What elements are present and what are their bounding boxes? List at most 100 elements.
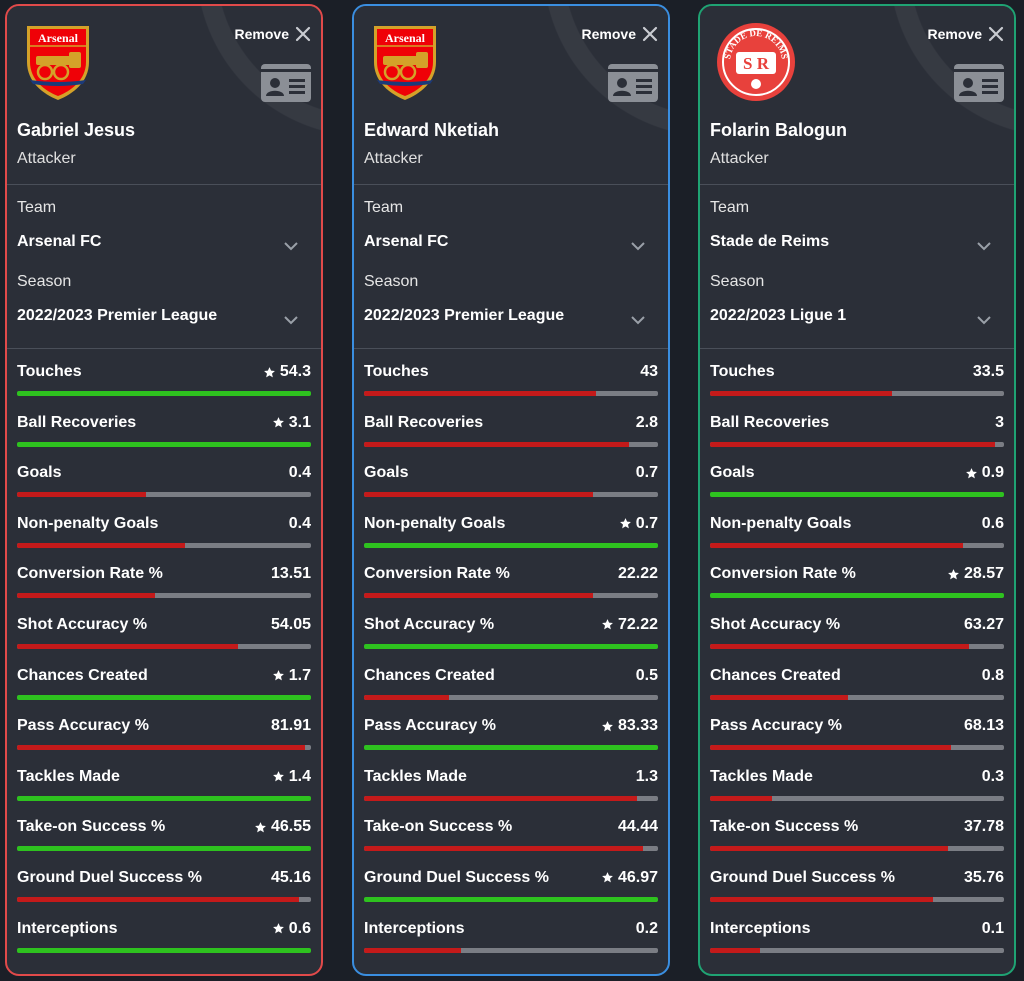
stat-value: 1.3 <box>636 768 658 786</box>
team-select[interactable]: Arsenal FC <box>17 233 102 250</box>
remove-button[interactable]: Remove <box>928 26 1004 42</box>
stat-bar-fill <box>364 846 644 852</box>
star-icon <box>272 922 285 935</box>
chevron-down-icon[interactable] <box>283 312 299 325</box>
chevron-down-icon[interactable] <box>283 238 299 251</box>
stat-name: Shot Accuracy % <box>710 615 841 633</box>
stat-bar-fill <box>710 795 772 801</box>
stat-bar <box>710 492 1004 498</box>
stat-bar-fill <box>710 441 996 447</box>
stat-name: Non-penalty Goals <box>710 514 852 532</box>
chevron-down-icon[interactable] <box>976 312 992 325</box>
remove-button[interactable]: Remove <box>582 26 658 42</box>
stat-name: Take-on Success % <box>17 818 166 836</box>
chevron-down-icon[interactable] <box>630 312 646 325</box>
stats-list: Touches 33.5 Ball Recoveries 3 <box>700 349 1014 962</box>
stat-value-text: 28.57 <box>963 565 1004 583</box>
stat-bar <box>364 593 658 599</box>
stat-name: Ball Recoveries <box>364 413 484 431</box>
stat-bar-fill <box>364 896 658 902</box>
stat-bar-fill <box>17 492 147 498</box>
selection-panel: Team Arsenal FC Season 2022/2023 Premier… <box>354 185 668 349</box>
stat-row: Ground Duel Success % 35.76 <box>700 861 1014 912</box>
team-select[interactable]: Stade de Reims <box>710 233 830 250</box>
stat-value: 35.76 <box>964 869 1004 887</box>
stats-list: Touches 43 Ball Recoveries 2.8 <box>354 349 668 962</box>
id-card-icon[interactable] <box>608 64 658 102</box>
star-icon <box>272 416 285 429</box>
stat-value-text: 0.4 <box>288 514 311 532</box>
season-label: Season <box>17 273 72 290</box>
stat-value-text: 0.8 <box>981 666 1004 684</box>
stat-bar <box>364 643 658 649</box>
stat-row: Chances Created 0.5 <box>354 659 668 710</box>
stat-name: Interceptions <box>17 919 118 937</box>
stat-value: 54.05 <box>271 616 311 634</box>
season-label: Season <box>710 273 765 290</box>
player-role: Attacker <box>17 150 76 167</box>
stat-value: 54.3 <box>263 363 311 381</box>
stat-value: 0.6 <box>272 920 311 938</box>
stat-value: 3 <box>995 414 1004 432</box>
remove-label: Remove <box>581 26 636 42</box>
stat-value: 0.7 <box>636 464 658 482</box>
stat-bar <box>364 846 658 852</box>
stat-bar <box>710 745 1004 751</box>
stat-name: Ground Duel Success % <box>17 868 202 886</box>
stat-bar-fill <box>17 643 238 649</box>
star-icon <box>272 770 285 783</box>
stat-row: Non-penalty Goals 0.6 <box>700 507 1014 558</box>
player-role: Attacker <box>364 150 423 167</box>
stat-row: Ground Duel Success % 46.97 <box>354 861 668 912</box>
stat-bar <box>710 593 1004 599</box>
selection-panel: Team Arsenal FC Season 2022/2023 Premier… <box>7 185 321 349</box>
remove-button[interactable]: Remove <box>235 26 311 42</box>
stat-name: Chances Created <box>364 666 495 684</box>
stat-value-text: 0.2 <box>635 919 658 937</box>
stat-row: Ball Recoveries 2.8 <box>354 406 668 457</box>
stat-bar <box>710 694 1004 700</box>
season-label: Season <box>364 273 419 290</box>
stat-bar-fill <box>17 947 311 953</box>
stat-value-text: 45.16 <box>270 868 311 886</box>
stat-bar <box>364 795 658 801</box>
team-select[interactable]: Arsenal FC <box>364 233 449 250</box>
stat-bar-fill <box>710 593 1004 599</box>
stat-name: Conversion Rate % <box>364 565 510 583</box>
stat-value-text: 0.3 <box>981 767 1004 785</box>
stat-value-text: 83.33 <box>617 717 658 735</box>
id-card-icon[interactable] <box>261 64 311 102</box>
stat-value: 46.55 <box>254 818 311 836</box>
season-select[interactable]: 2022/2023 Premier League <box>364 307 565 324</box>
season-select[interactable]: 2022/2023 Ligue 1 <box>710 307 847 324</box>
stat-row: Tackles Made 0.3 <box>700 760 1014 811</box>
stat-name: Goals <box>17 464 62 482</box>
stat-bar-fill <box>710 896 934 902</box>
stat-row: Take-on Success % 46.55 <box>7 810 321 861</box>
stat-name: Take-on Success % <box>364 818 513 836</box>
stat-bar-fill <box>17 441 311 447</box>
stat-value: 1.4 <box>272 768 311 786</box>
stat-name: Non-penalty Goals <box>17 514 159 532</box>
stat-value-text: 37.78 <box>963 818 1004 836</box>
star-icon <box>619 517 632 530</box>
stat-name: Ground Duel Success % <box>710 868 895 886</box>
stat-bar-fill <box>17 542 185 548</box>
stat-bar <box>17 795 311 801</box>
chevron-down-icon[interactable] <box>630 238 646 251</box>
stat-bar <box>364 542 658 548</box>
season-select[interactable]: 2022/2023 Premier League <box>17 307 218 324</box>
club-crest: STADE DE REIMS S R <box>716 22 795 102</box>
stat-value: 0.1 <box>982 920 1004 938</box>
id-card-icon[interactable] <box>954 64 1004 102</box>
stat-value-text: 54.3 <box>279 363 311 380</box>
stat-bar-fill <box>364 643 658 649</box>
stat-value-text: 13.51 <box>270 565 311 583</box>
stat-name: Take-on Success % <box>710 818 859 836</box>
stat-bar-fill <box>364 745 658 751</box>
stat-bar <box>364 745 658 751</box>
stat-bar <box>17 643 311 649</box>
stat-bar-fill <box>17 694 311 700</box>
stat-value: 28.57 <box>947 565 1004 583</box>
chevron-down-icon[interactable] <box>976 238 992 251</box>
